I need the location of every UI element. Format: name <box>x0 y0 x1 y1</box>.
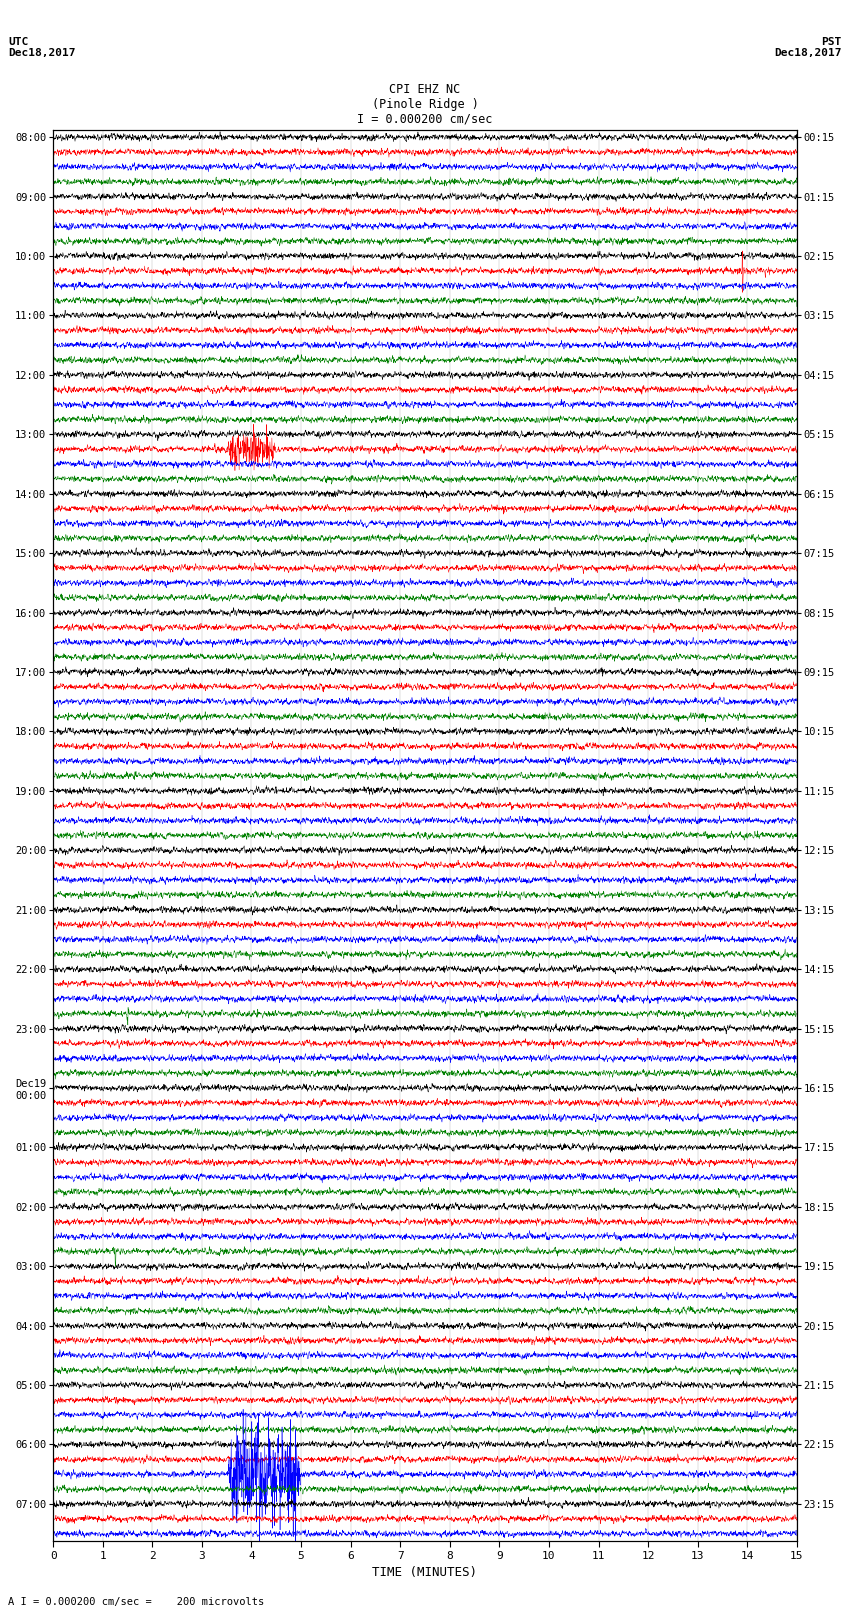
X-axis label: TIME (MINUTES): TIME (MINUTES) <box>372 1566 478 1579</box>
Text: UTC: UTC <box>8 37 29 47</box>
Text: A I = 0.000200 cm/sec =    200 microvolts: A I = 0.000200 cm/sec = 200 microvolts <box>8 1597 264 1607</box>
Text: PST: PST <box>821 37 842 47</box>
Text: Dec18,2017: Dec18,2017 <box>774 48 842 58</box>
Title: CPI EHZ NC
(Pinole Ridge )
I = 0.000200 cm/sec: CPI EHZ NC (Pinole Ridge ) I = 0.000200 … <box>357 82 493 126</box>
Text: Dec18,2017: Dec18,2017 <box>8 48 76 58</box>
